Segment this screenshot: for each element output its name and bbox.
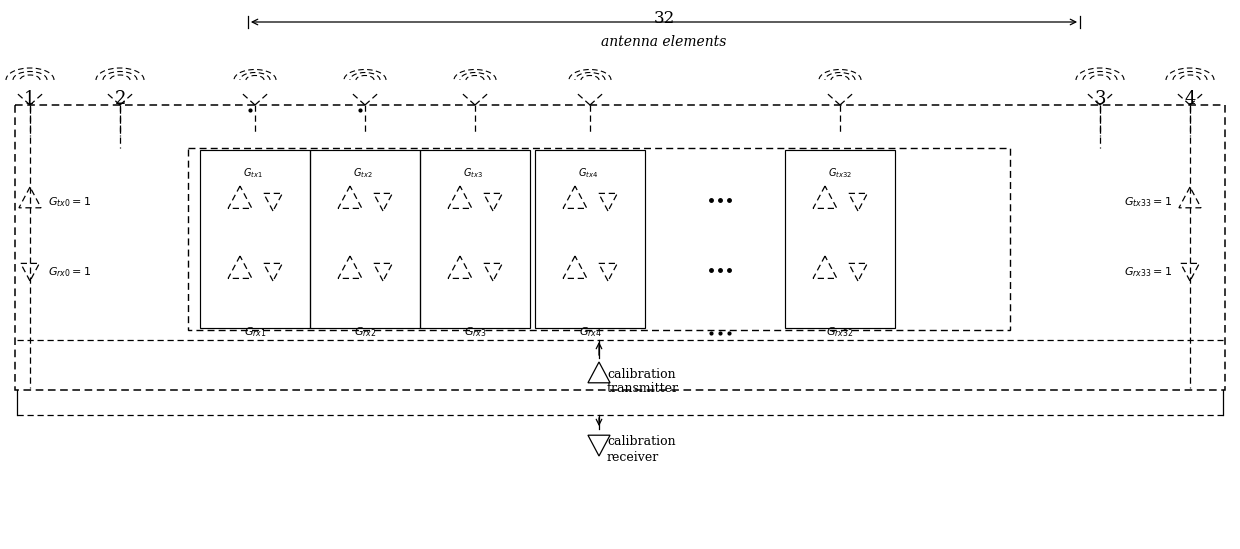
Text: antenna elements: antenna elements: [601, 35, 727, 49]
Text: 1: 1: [25, 90, 36, 108]
Text: $G_{rx0}=1$: $G_{rx0}=1$: [48, 265, 92, 279]
Text: receiver: receiver: [608, 451, 660, 464]
Text: 32: 32: [653, 10, 675, 27]
Text: $G_{rx1}$: $G_{rx1}$: [244, 325, 267, 339]
Text: $G_{rx32}$: $G_{rx32}$: [826, 325, 854, 339]
Text: calibration: calibration: [608, 435, 676, 448]
Text: transmitter: transmitter: [608, 382, 680, 395]
Text: $G_{tx1}$: $G_{tx1}$: [243, 166, 263, 180]
Text: calibration: calibration: [608, 368, 676, 381]
Text: $G_{rx2}$: $G_{rx2}$: [353, 325, 376, 339]
Text: $G_{rx33}=1$: $G_{rx33}=1$: [1123, 265, 1172, 279]
Text: $G_{tx2}$: $G_{tx2}$: [353, 166, 373, 180]
Text: $G_{tx4}$: $G_{tx4}$: [578, 166, 598, 180]
Text: $G_{rx3}$: $G_{rx3}$: [464, 325, 486, 339]
Text: $G_{tx33}=1$: $G_{tx33}=1$: [1123, 195, 1172, 209]
Text: $G_{tx3}$: $G_{tx3}$: [463, 166, 484, 180]
Text: 4: 4: [1184, 90, 1195, 108]
Text: $G_{tx32}$: $G_{tx32}$: [828, 166, 852, 180]
Text: $G_{rx4}$: $G_{rx4}$: [579, 325, 601, 339]
Text: 3: 3: [1094, 90, 1106, 108]
Text: $G_{tx0}=1$: $G_{tx0}=1$: [48, 195, 92, 209]
Text: 2: 2: [114, 90, 125, 108]
